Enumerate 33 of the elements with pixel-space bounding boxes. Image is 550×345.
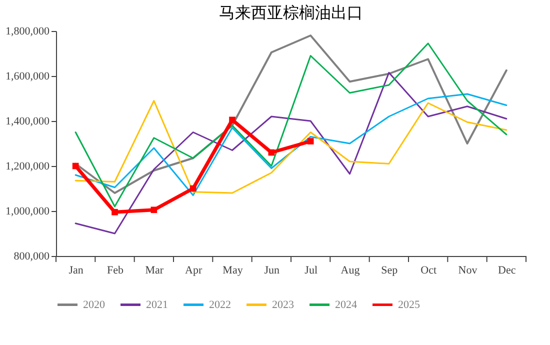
x-tick-label: Jun — [264, 264, 280, 276]
y-tick-label: 1,800,000 — [6, 26, 50, 38]
point — [229, 116, 236, 124]
point — [150, 206, 158, 214]
chart-title: 马来西亚棕榈油出口 — [219, 4, 363, 22]
x-tick-label: Aug — [340, 264, 360, 276]
x-tick-label: Dec — [498, 264, 516, 276]
point — [72, 162, 79, 170]
legend-label: 2022 — [209, 298, 231, 311]
legend-label: 2024 — [335, 298, 358, 311]
point — [268, 149, 275, 156]
x-tick-label: May — [222, 264, 244, 276]
y-tick-label: 1,600,000 — [6, 70, 50, 82]
x-tick-label: Nov — [458, 264, 478, 276]
x-tick-label: Mar — [145, 264, 164, 276]
point — [307, 138, 314, 144]
point — [112, 208, 118, 216]
legend-label: 2023 — [272, 298, 294, 311]
y-tick-label: 1,200,000 — [6, 160, 50, 172]
legend-label: 2020 — [83, 298, 106, 311]
x-tick-label: Apr — [185, 264, 202, 276]
x-tick-label: Jan — [68, 264, 84, 276]
y-tick-label: 1,000,000 — [6, 206, 50, 218]
x-tick-label: Jul — [304, 264, 318, 276]
point — [190, 185, 196, 192]
y-tick-label: 800,000 — [14, 250, 50, 262]
line-series — [74, 72, 508, 234]
x-tick-label: Feb — [107, 264, 124, 276]
x-tick-label: Sep — [381, 264, 398, 276]
x-tick-label: Oct — [420, 264, 437, 276]
y-tick-label: 1,400,000 — [6, 116, 50, 128]
legend-label: 2025 — [398, 298, 420, 311]
legend-label: 2021 — [146, 298, 168, 311]
